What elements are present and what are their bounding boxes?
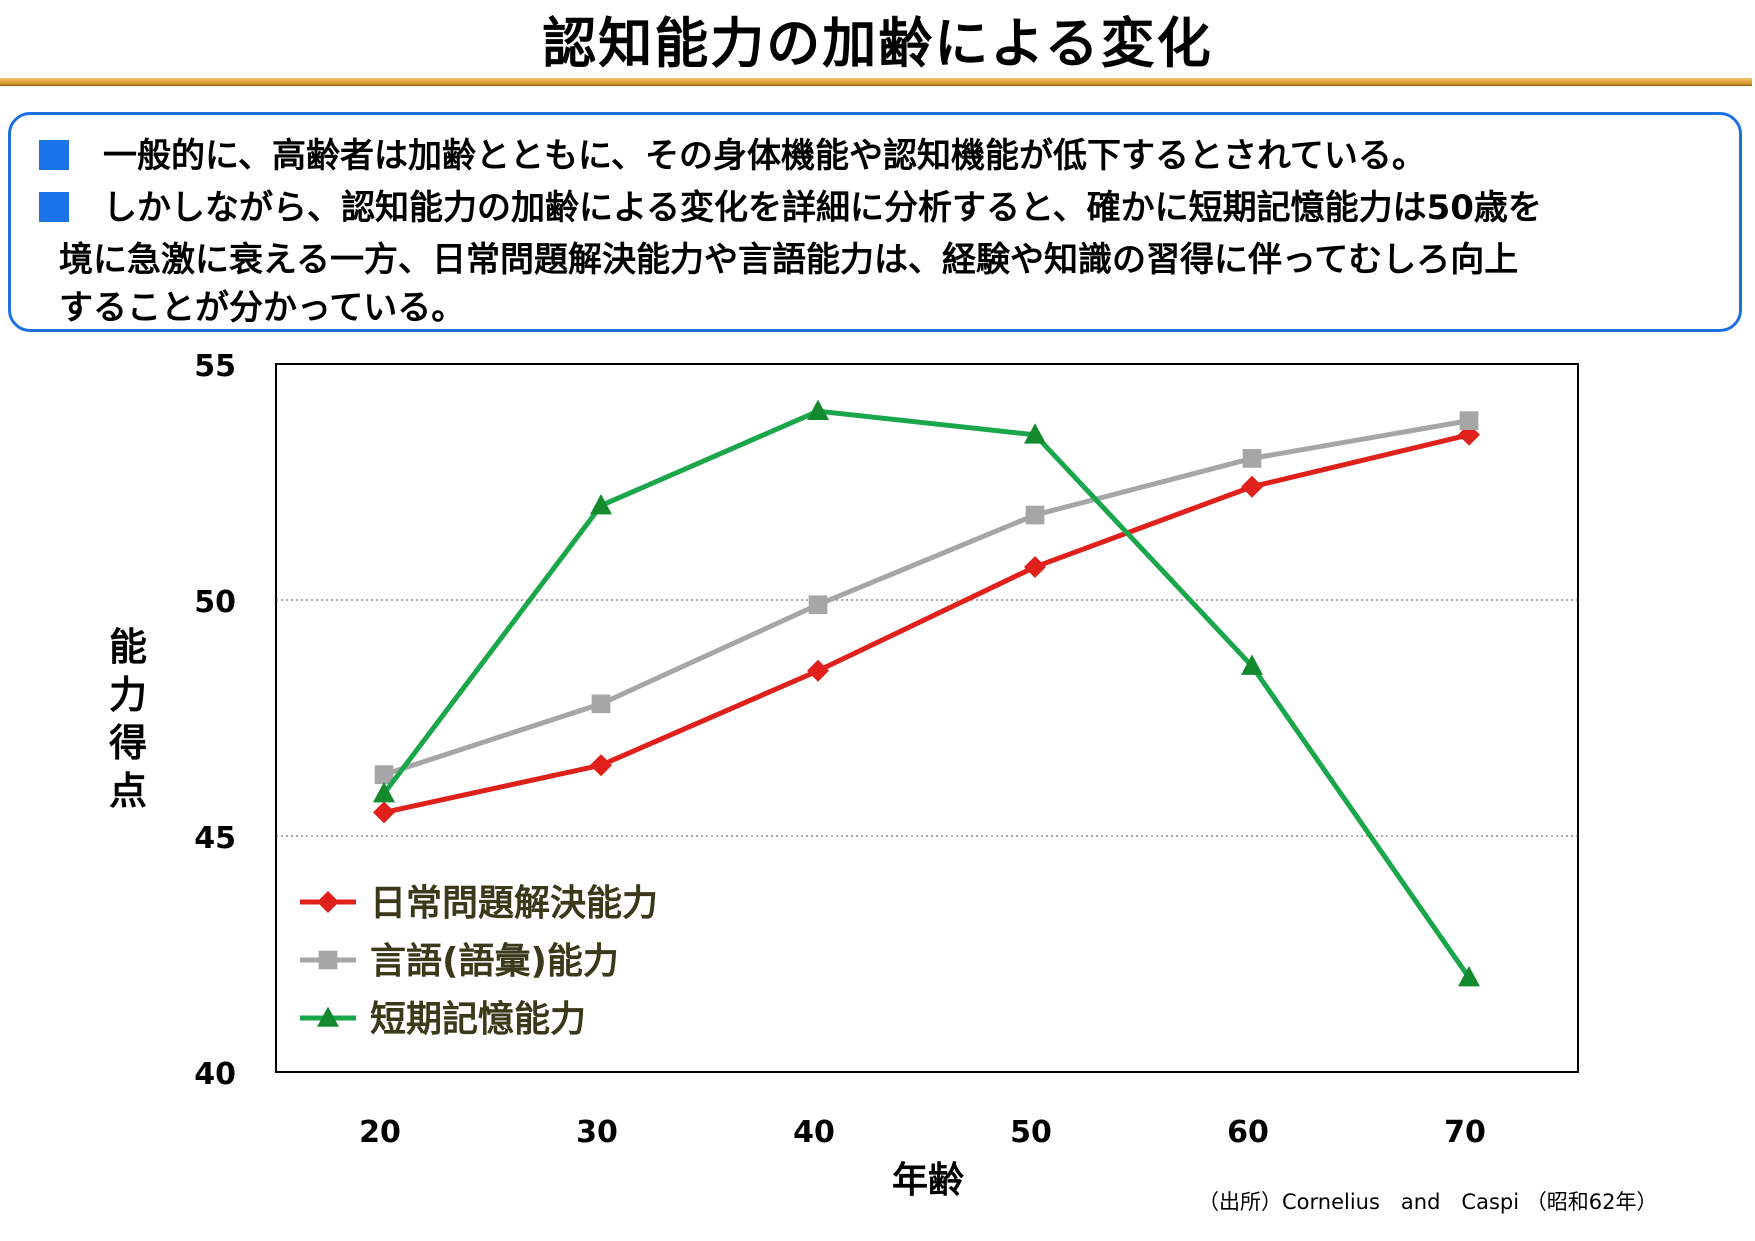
data-point-triangle [590, 494, 612, 515]
y-axis-label-char: 得 [109, 721, 147, 765]
data-point-diamond [373, 801, 395, 824]
y-axis-label-char: 力 [109, 673, 147, 717]
bullet-2-text-line-1: しかしながら、認知能力の加齢による変化を詳細に分析すると、確かに短期記憶能力は5… [103, 188, 1542, 228]
data-point-diamond [1024, 555, 1046, 578]
x-tick-label: 20 [359, 1115, 401, 1150]
x-tick-label: 70 [1444, 1115, 1486, 1150]
y-tick-labels: 40 45 50 55 [194, 349, 236, 1092]
plot-area [275, 363, 1579, 1073]
source-note: （出所）Cornelius and Caspi （昭和62年） [1198, 1190, 1658, 1214]
y-tick-label: 55 [194, 349, 236, 384]
series-1 [374, 411, 1479, 784]
data-point-triangle [317, 1006, 339, 1027]
series-line [383, 418, 1470, 778]
data-point-square [318, 950, 338, 970]
page-title: 認知能力の加齢による変化 [542, 12, 1213, 75]
data-point-triangle [807, 399, 829, 420]
data-point-square [374, 765, 394, 784]
x-tick-label: 40 [793, 1115, 835, 1150]
bullet-1-text: 一般的に、高齢者は加齢とともに、その身体機能や認知機能が低下するとされている。 [103, 136, 1426, 176]
x-tick-labels: 20 30 40 50 60 70 [359, 1115, 1486, 1150]
title-underline [0, 78, 1752, 86]
square-bullet-icon [39, 140, 69, 170]
x-tick-label: 30 [576, 1115, 618, 1150]
bullet-2-text-line-3: することが分かっている。 [59, 288, 466, 328]
bullet-2: しかしながら、認知能力の加齢による変化を詳細に分析すると、確かに短期記憶能力は5… [39, 185, 1542, 231]
data-point-diamond [1241, 475, 1263, 498]
y-tick-label: 45 [194, 821, 236, 856]
data-point-square [1025, 505, 1045, 525]
y-axis-label-char: 能 [109, 625, 147, 669]
legend-label: 日常問題解決能力 [370, 883, 658, 924]
data-point-diamond [590, 754, 612, 777]
data-point-triangle [373, 781, 395, 803]
square-bullet-icon [39, 192, 69, 222]
data-point-square [1459, 411, 1479, 430]
x-tick-label: 60 [1227, 1115, 1269, 1150]
x-axis-label: 年齢 [892, 1160, 964, 1201]
data-point-square [808, 595, 828, 615]
series-line [383, 432, 1470, 815]
y-axis-label-char: 点 [109, 769, 147, 813]
grid-lines [276, 599, 1578, 837]
data-point-triangle [1241, 654, 1263, 675]
x-tick-label: 50 [1010, 1115, 1052, 1150]
data-point-square [1242, 449, 1262, 468]
bullet-1: 一般的に、高齢者は加齢とともに、その身体機能や認知機能が低下するとされている。 [39, 133, 1426, 179]
bullet-2-text-line-2: 境に急激に衰える一方、日常問題解決能力や言語能力は、経験や知識の習得に伴ってむし… [59, 240, 1519, 280]
series-0 [373, 423, 1480, 824]
data-point-square [591, 694, 611, 714]
data-point-triangle [1458, 966, 1480, 987]
data-point-diamond [807, 659, 829, 682]
series-2 [373, 399, 1480, 987]
series-group [373, 399, 1480, 987]
y-tick-label: 40 [194, 1057, 236, 1092]
summary-box: 一般的に、高齢者は加齢とともに、その身体機能や認知機能が低下するとされている。 … [8, 112, 1742, 332]
y-tick-label: 50 [194, 585, 236, 620]
legend-label: 短期記憶能力 [370, 999, 586, 1040]
data-point-diamond [317, 891, 339, 913]
data-point-triangle [1024, 423, 1046, 444]
series-line [382, 408, 1472, 980]
legend-label: 言語(語彙)能力 [370, 941, 619, 982]
